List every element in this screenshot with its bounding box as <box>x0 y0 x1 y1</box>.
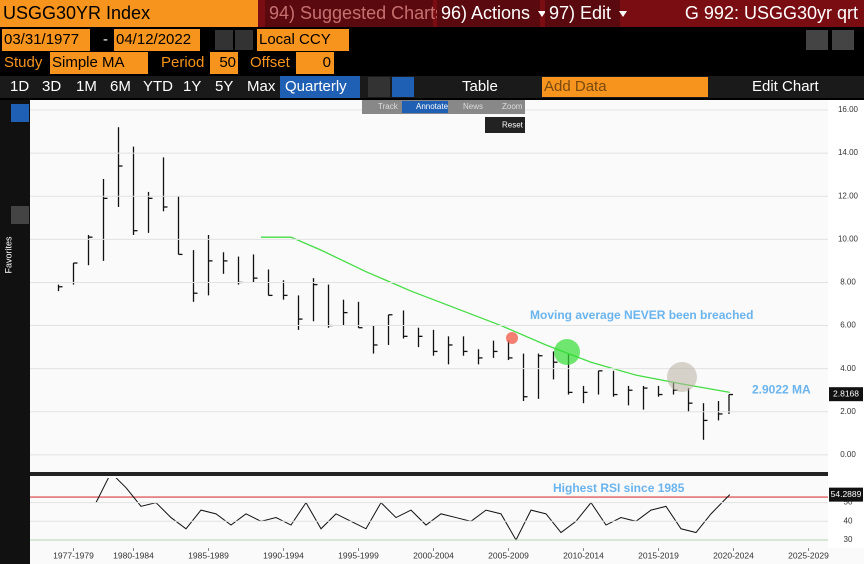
reset-button[interactable] <box>485 117 525 133</box>
end-date[interactable]: 04/12/2022 <box>114 29 200 51</box>
annotation: Moving average NEVER been breached <box>530 308 753 322</box>
period-label: Period <box>161 54 205 71</box>
annotation-marker <box>506 332 518 344</box>
range-button[interactable]: 1D <box>10 78 30 95</box>
y-tick-label: 14.00 <box>838 148 859 157</box>
range-button[interactable]: 1Y <box>183 78 202 95</box>
edit-chart-button[interactable]: Edit Chart <box>752 78 819 95</box>
edit-menu[interactable]: 97) Edit <box>545 0 628 27</box>
date-separator: - <box>103 31 108 48</box>
panel-divider <box>30 472 864 476</box>
right-axis-area <box>828 100 864 548</box>
y-tick-label: 4.00 <box>840 364 856 373</box>
offset-label: Offset <box>250 54 290 71</box>
study-label: Study <box>4 54 43 71</box>
y-tick-label: 40 <box>844 516 853 525</box>
y-tick-label: 8.00 <box>840 278 856 287</box>
prev-button[interactable] <box>215 30 233 50</box>
last-value-label: 2.8168 <box>833 388 859 398</box>
frequency-label: Quarterly <box>285 78 347 95</box>
y-tick-label: 50 <box>844 498 853 507</box>
chart-tool[interactable]: News <box>463 102 483 111</box>
range-button[interactable]: YTD <box>143 78 173 95</box>
chart-tool-active <box>402 101 448 113</box>
annotation: Highest RSI since 1985 <box>553 481 685 495</box>
currency-field[interactable]: Local CCY <box>257 29 349 51</box>
last-value-label: 54.2889 <box>831 489 862 499</box>
reset-label: Reset <box>502 121 524 130</box>
next-button[interactable] <box>235 30 253 50</box>
range-button[interactable]: 6M <box>110 78 131 95</box>
x-tick-label: 1995-1999 <box>338 550 379 560</box>
y-tick-label: 12.00 <box>838 191 859 200</box>
frequency-menu[interactable]: Quarterly <box>280 76 360 98</box>
x-tick-label: 2025-2029 <box>788 550 829 560</box>
table-button[interactable]: Table <box>462 78 498 95</box>
dropdown-icon <box>619 11 628 18</box>
x-tick-label: 2005-2009 <box>488 550 529 560</box>
x-tick-label: 1985-1989 <box>188 550 229 560</box>
x-tick-label: 2000-2004 <box>413 550 454 560</box>
range-button[interactable]: Max <box>247 78 276 95</box>
suggested-charts[interactable]: 94) Suggested Charts <box>265 0 444 27</box>
ma-label: 2.9022 MA <box>752 383 811 397</box>
last-value-box <box>829 487 863 502</box>
x-tick-label: 2020-2024 <box>713 550 754 560</box>
y-tick-label: 30 <box>844 535 853 544</box>
last-value-box <box>829 387 863 402</box>
chart-tool[interactable]: Zoom <box>502 102 523 111</box>
actions-label: 96) Actions <box>441 3 531 23</box>
chart-tool[interactable]: Track <box>378 102 399 111</box>
edit-label: 97) Edit <box>549 3 612 23</box>
bar-tool[interactable] <box>392 77 414 97</box>
annotation-marker <box>554 339 580 365</box>
undo-button[interactable] <box>806 30 828 50</box>
line-tool[interactable] <box>368 77 390 97</box>
range-button[interactable]: 5Y <box>215 78 234 95</box>
x-tick-label: 2010-2014 <box>563 550 604 560</box>
favorites-label: Favorites <box>3 236 14 274</box>
moving-average <box>261 236 730 394</box>
add-data-field[interactable]: Add Data <box>542 77 708 97</box>
offset-field[interactable]: 0 <box>296 52 334 74</box>
study-field[interactable]: Simple MA <box>50 52 148 74</box>
start-date[interactable]: 03/31/1977 <box>2 29 90 51</box>
pointer-tool[interactable] <box>11 104 29 122</box>
y-tick-label: 6.00 <box>840 321 856 330</box>
y-tick-label: 2.00 <box>840 407 856 416</box>
x-tick-label: 1980-1984 <box>113 550 154 560</box>
range-button[interactable]: 1M <box>76 78 97 95</box>
chart: 0.00 2.00 4.00 6.00 8.00 10.00 12.00 14.00 16.00… <box>30 100 864 564</box>
y-tick-label: 0.00 <box>840 450 856 459</box>
rsi-line <box>95 478 731 542</box>
chart-background <box>30 100 864 564</box>
security-field[interactable]: USGG30YR Index <box>0 0 258 27</box>
x-tick-label: 1977-1979 <box>53 550 94 560</box>
screen-title: G 992: USGG30yr qrt <box>684 3 858 23</box>
range-button[interactable]: 3D <box>42 78 62 95</box>
redo-button[interactable] <box>832 30 854 50</box>
period-field[interactable]: 50 <box>210 52 238 74</box>
text-tool[interactable] <box>11 206 29 224</box>
x-tick-label: 2015-2019 <box>638 550 679 560</box>
tool-sidebar: Favorites <box>0 100 30 564</box>
chart-tool[interactable]: Annotate <box>416 102 449 111</box>
actions-menu[interactable]: 96) Actions <box>437 0 547 27</box>
y-tick-label: 16.00 <box>838 105 859 114</box>
x-tick-label: 1990-1994 <box>263 550 304 560</box>
dropdown-icon <box>538 11 547 18</box>
annotation-marker <box>667 362 697 392</box>
y-tick-label: 10.00 <box>838 234 859 243</box>
